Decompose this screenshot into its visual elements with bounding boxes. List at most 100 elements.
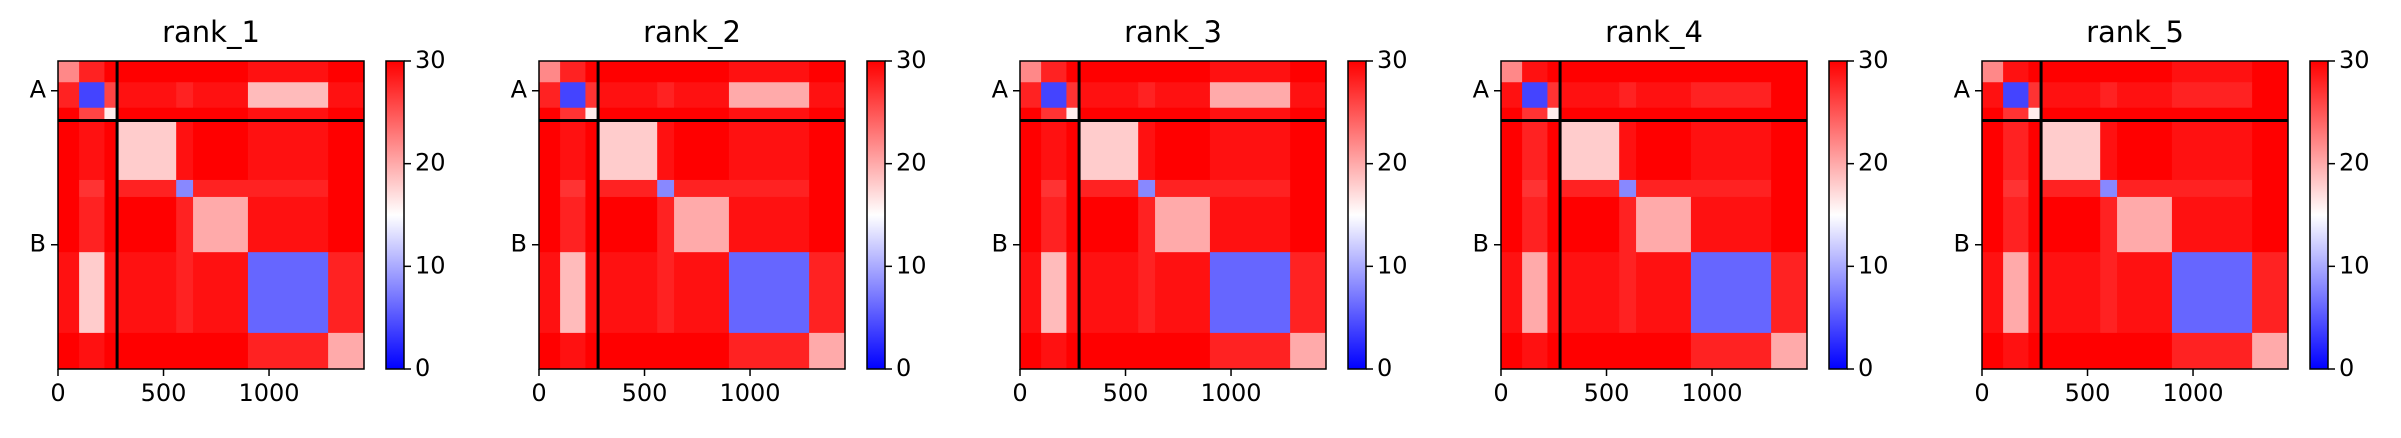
heatmap-cell xyxy=(117,82,177,109)
heatmap-cell xyxy=(2003,196,2029,253)
heatmap-cell xyxy=(1522,332,1548,370)
heatmap-cell xyxy=(1155,179,1211,198)
heatmap-cell xyxy=(2041,61,2101,83)
panel-title: rank_1 xyxy=(162,15,260,49)
heatmap-cell xyxy=(1066,82,1080,109)
heatmap-cell xyxy=(560,179,586,198)
colorbar-tick-label: 10 xyxy=(415,251,446,279)
heatmap-cell xyxy=(1155,82,1211,109)
heatmap-cell xyxy=(728,82,810,109)
heatmap-cell xyxy=(539,252,561,334)
heatmap-cell xyxy=(2171,107,2253,121)
heatmap-cell xyxy=(2252,332,2289,370)
heatmap-cell xyxy=(328,179,365,198)
heatmap-cell xyxy=(2100,107,2118,121)
heatmap-cell xyxy=(1290,252,1327,334)
heatmap-cell xyxy=(1066,61,1080,83)
heatmap-cell xyxy=(1560,120,1620,181)
heatmap-cell xyxy=(539,196,561,253)
heatmap-cell xyxy=(598,107,658,121)
heatmap-cell xyxy=(728,332,810,370)
heatmap-cell xyxy=(674,332,730,370)
heatmap-cell xyxy=(1079,179,1139,198)
heatmap-cell xyxy=(1771,332,1808,370)
heatmap-cell xyxy=(1290,332,1327,370)
heatmap-cell xyxy=(674,196,730,253)
heatmap-cell xyxy=(104,252,118,334)
heatmap-cell xyxy=(1771,82,1808,109)
heatmap-cell xyxy=(2252,82,2289,109)
heatmap-cell xyxy=(2117,332,2173,370)
heatmap-cell xyxy=(1547,107,1561,121)
heatmap-cell xyxy=(809,332,846,370)
heatmap-cell xyxy=(1290,120,1327,181)
x-tick-label: 0 xyxy=(1493,379,1508,407)
heatmap-cell xyxy=(2003,82,2029,109)
heatmap-cell xyxy=(1982,82,2004,109)
heatmap-cell xyxy=(1020,252,1042,334)
heatmap-cell xyxy=(1290,196,1327,253)
heatmap-cell xyxy=(2100,82,2118,109)
plot-frame xyxy=(1981,60,2289,370)
colorbar-tick-label: 0 xyxy=(2339,354,2354,382)
colorbar-tick-label: 30 xyxy=(1858,46,1889,74)
x-tick-label: 500 xyxy=(622,379,668,407)
heatmap-cell xyxy=(728,107,810,121)
colorbar-tick-label: 20 xyxy=(1377,149,1408,177)
heatmap-cell xyxy=(1138,332,1156,370)
heatmap-cell xyxy=(2028,332,2042,370)
heatmap-cell xyxy=(1522,252,1548,334)
y-tick-label: A xyxy=(511,76,528,104)
heatmap-cell xyxy=(598,61,658,83)
heatmap-cell xyxy=(193,332,249,370)
heatmap-cell xyxy=(176,120,194,181)
heatmap-cell xyxy=(539,107,561,121)
heatmap-cell xyxy=(728,179,810,198)
heatmap-cell xyxy=(2252,196,2289,253)
heatmap-cell xyxy=(328,120,365,181)
heatmap-cell xyxy=(1138,179,1156,198)
heatmap-cell xyxy=(2003,252,2029,334)
x-tick-label: 500 xyxy=(141,379,187,407)
heatmap-cell xyxy=(728,252,810,334)
y-tick-label: B xyxy=(1473,230,1489,258)
y-tick-label: B xyxy=(1954,230,1970,258)
heatmap-cell xyxy=(585,196,599,253)
colorbar-tick-label: 20 xyxy=(415,149,446,177)
heatmap-cell xyxy=(1619,107,1637,121)
heatmap-cell xyxy=(674,179,730,198)
heatmap-cell xyxy=(1619,61,1637,83)
heatmap-cell xyxy=(1066,196,1080,253)
heatmap-cell xyxy=(1619,120,1637,181)
heatmap-cell xyxy=(809,61,846,83)
heatmap-cell xyxy=(1501,120,1523,181)
heatmap-cell xyxy=(79,252,105,334)
heatmap-cell xyxy=(2252,252,2289,334)
heatmap-cell xyxy=(1690,252,1772,334)
heatmap-cell xyxy=(1066,120,1080,181)
heatmap-cell xyxy=(728,196,810,253)
heatmap-cell xyxy=(117,332,177,370)
heatmap-cell xyxy=(1982,120,2004,181)
heatmap-cell xyxy=(1522,179,1548,198)
heatmap-cell xyxy=(247,82,329,109)
x-tick-label: 1000 xyxy=(1681,379,1742,407)
heatmap-cell xyxy=(1690,120,1772,181)
heatmap-cell xyxy=(58,61,80,83)
y-tick-label: A xyxy=(1473,76,1490,104)
heatmap-cell xyxy=(585,252,599,334)
heatmap-cell xyxy=(328,196,365,253)
heatmap-cell xyxy=(193,120,249,181)
heatmap-cell xyxy=(1020,332,1042,370)
heatmap-cell xyxy=(2117,179,2173,198)
heatmap-cell xyxy=(539,179,561,198)
heatmap-cell xyxy=(560,82,586,109)
heatmap-cell xyxy=(1547,120,1561,181)
heatmap-cell xyxy=(2252,120,2289,181)
heatmap-cell xyxy=(2100,179,2118,198)
heatmap-cell xyxy=(1020,61,1042,83)
heatmap-cell xyxy=(585,120,599,181)
heatmap-cell xyxy=(2100,196,2118,253)
heatmap-cell xyxy=(176,82,194,109)
heatmap-cell xyxy=(2003,179,2029,198)
